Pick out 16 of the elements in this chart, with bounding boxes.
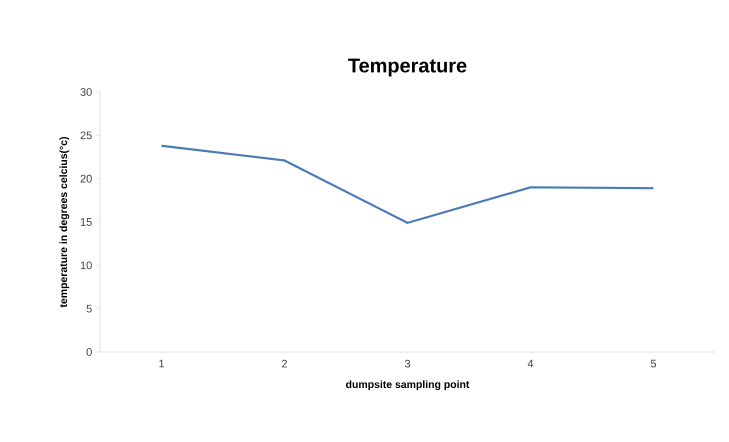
x-tick-label: 2 [282,360,287,368]
x-tick-label: 1 [159,360,164,368]
x-tick-label: 5 [650,360,656,368]
y-tick-label: 10 [80,261,92,270]
line-series [160,144,655,224]
y-tick-label: 15 [80,218,92,226]
chart-title: Temperature [348,58,466,77]
y-tick-label: 30 [80,88,92,96]
x-axis-title: dumpsite sampling point [346,380,470,390]
x-tick-label: 4 [528,360,534,368]
y-tick-label: 25 [80,131,92,140]
y-tick-label: 0 [86,348,92,356]
y-axis-title: temperature in degrees celcius(°c) [59,137,70,308]
y-tick-label: 20 [80,174,92,183]
y-tick-label: 5 [86,304,92,312]
x-tick-label: 3 [404,360,410,368]
